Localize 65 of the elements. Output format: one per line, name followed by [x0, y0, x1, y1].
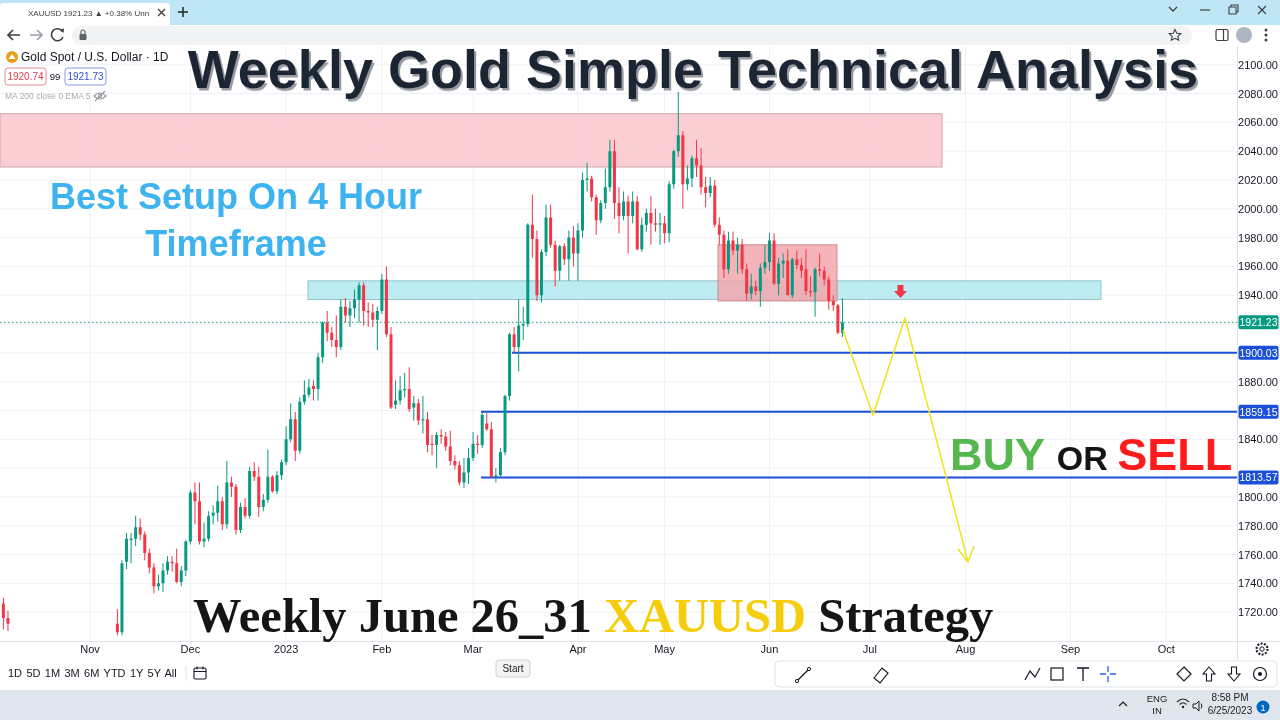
- annotation: 1920.74: [7, 71, 45, 82]
- text: 6/25/2023: [1207, 705, 1253, 716]
- text: IN: [1152, 705, 1162, 716]
- candlestick: [412, 396, 416, 421]
- x-tick-label: Dec: [180, 643, 201, 655]
- x-tick-label: Oct: [1157, 643, 1175, 655]
- candlestick: [311, 380, 315, 401]
- y-tick-label: 1720.00: [1238, 606, 1278, 619]
- chart-title: Weekly Gold Simple Technical Analysis: [187, 39, 1199, 99]
- x-tick-label: Jun: [760, 643, 779, 655]
- text: 1D 5D 1M 3M 6M YTD 1Y 5Y All: [8, 667, 177, 679]
- y-tick-label: 1800.00: [1238, 490, 1278, 503]
- y-tick-label: 2100.00: [1238, 58, 1278, 71]
- text: ENG: [1146, 693, 1168, 704]
- candlestick: [736, 237, 740, 274]
- x-tick-label: Feb: [372, 643, 392, 655]
- candlestick: [818, 253, 822, 277]
- x-tick-label: 2023: [273, 643, 299, 655]
- candlestick: [781, 253, 785, 278]
- text: 8:58 PM: [1211, 692, 1249, 703]
- x-tick-label: Mar: [463, 643, 483, 655]
- candlestick: [695, 139, 699, 178]
- x-tick-label: Nov: [80, 643, 101, 655]
- candlestick: [494, 468, 498, 483]
- candlestick: [403, 373, 407, 398]
- x-tick-label: May: [654, 643, 676, 655]
- y-tick-label: 1980.00: [1238, 231, 1278, 244]
- y-tick-label: 1780.00: [1238, 519, 1278, 532]
- y-tick-label: 1940.00: [1238, 289, 1278, 302]
- candlestick: [430, 434, 434, 456]
- y-tick-label: 2020.00: [1238, 173, 1278, 186]
- y-tick-label: 2000.00: [1238, 202, 1278, 215]
- y-tick-label: 1740.00: [1238, 577, 1278, 590]
- annotation: MA 200 close 0 EMA 5: [5, 91, 91, 101]
- y-tick-label: 1760.00: [1238, 548, 1278, 561]
- y-tick-label: 2060.00: [1238, 116, 1278, 129]
- candlestick: [653, 208, 657, 232]
- x-tick-label: Aug: [955, 643, 976, 655]
- annotation: Gold Spot / U.S. Dollar · 1D: [21, 50, 169, 64]
- annotation: 99: [49, 71, 61, 82]
- candlestick: [202, 522, 206, 548]
- text: XAUUSD 1921.23 ▲ +0.38% Unn: [28, 9, 150, 18]
- candlestick: [366, 302, 370, 327]
- annotation: Best Setup On 4 Hour Timeframe: [49, 176, 423, 264]
- y-tick-label: 1960.00: [1238, 260, 1278, 273]
- candlestick: [658, 213, 662, 245]
- candlestick: [809, 276, 813, 297]
- text: 1: [1260, 702, 1266, 713]
- x-tick-label: Jul: [862, 643, 877, 655]
- y-tick-label: 1880.00: [1238, 375, 1278, 388]
- candlestick: [129, 532, 133, 564]
- text: Start: [502, 663, 524, 674]
- candlestick: [170, 556, 174, 572]
- x-tick-label: Apr: [569, 643, 587, 655]
- candlestick: [156, 574, 160, 591]
- annotation: 1921.73: [67, 71, 105, 82]
- x-tick-label: Sep: [1060, 643, 1081, 655]
- candlestick: [476, 434, 480, 454]
- y-tick-label: 2040.00: [1238, 145, 1278, 158]
- y-tick-label: 1840.00: [1238, 433, 1278, 446]
- candlestick: [421, 396, 425, 434]
- annotation: BUY OR SELL: [950, 429, 1233, 480]
- candlestick: [585, 162, 589, 192]
- y-tick-label: 2080.00: [1238, 87, 1278, 100]
- candlestick: [394, 380, 398, 410]
